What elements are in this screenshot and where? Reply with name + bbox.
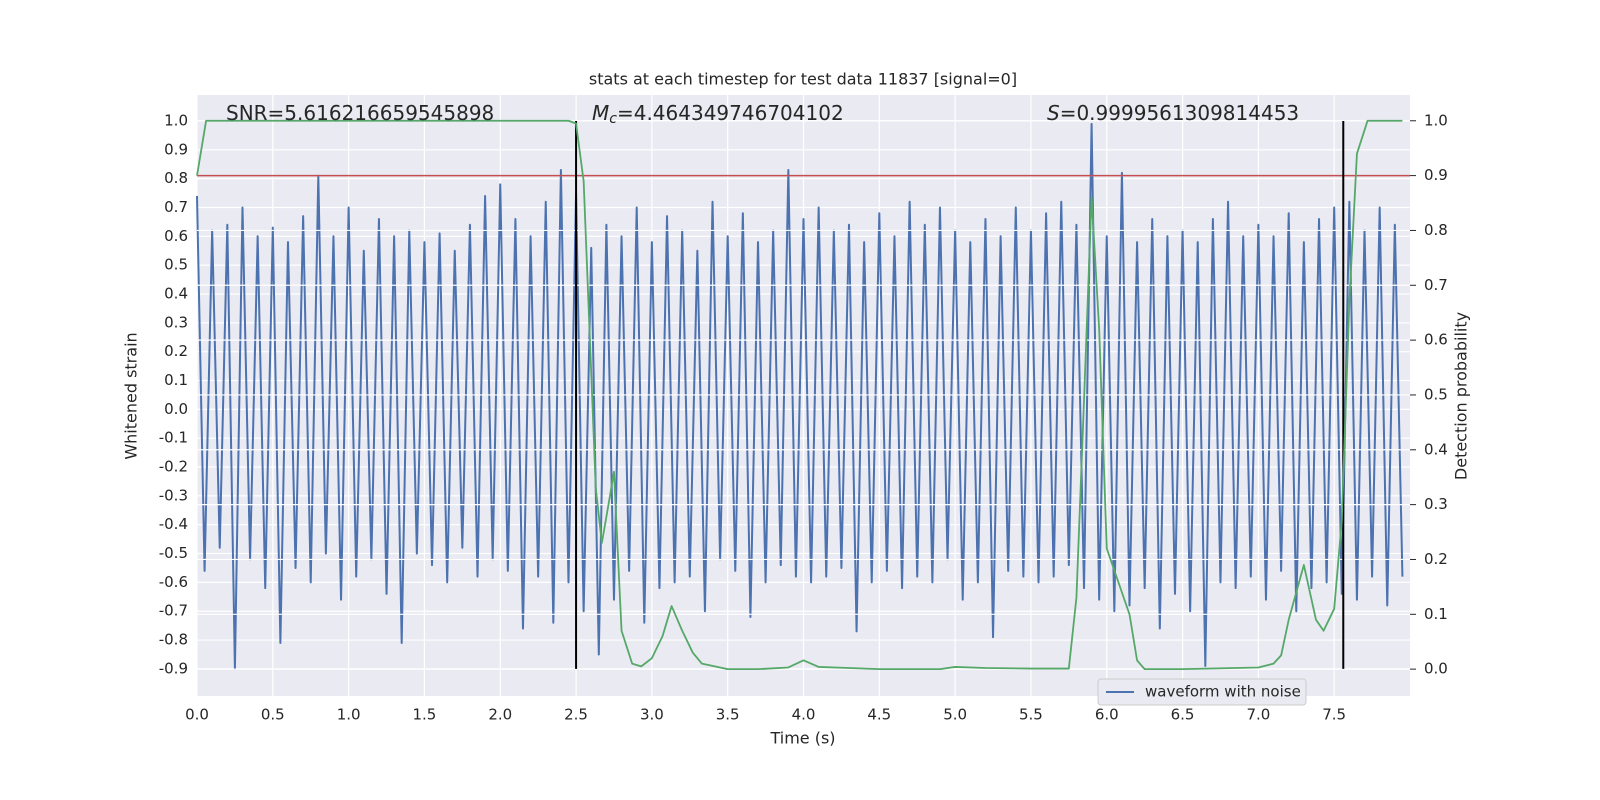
annotation-part: SNR=5.616216659545898	[226, 101, 494, 125]
y-tick-label: -0.2	[159, 458, 188, 476]
legend-box	[1097, 678, 1307, 706]
y-tick-label: -0.8	[159, 631, 188, 649]
x-tick-label: 3.5	[716, 706, 740, 724]
y-tick-label: 0.3	[164, 313, 188, 331]
y-tick-label: -0.1	[159, 429, 188, 447]
x-tick-label: 6.5	[1171, 706, 1195, 724]
annotation-part: M	[592, 101, 609, 125]
y-tick-label: 0.0	[164, 400, 188, 418]
y-tick-label: -0.5	[159, 544, 188, 562]
x-tick-label: 1.5	[413, 706, 437, 724]
y2-tick-label: 1.0	[1424, 111, 1448, 129]
y-tick-label: -0.7	[159, 602, 188, 620]
x-tick-label: 7.5	[1322, 706, 1346, 724]
annotation-part: =0.9999561309814453	[1060, 101, 1299, 125]
y2-tick-label: 0.6	[1424, 331, 1448, 349]
x-tick-label: 0.5	[261, 706, 285, 724]
y-tick-label: -0.6	[159, 573, 188, 591]
x-tick-label: 5.5	[1019, 706, 1043, 724]
y-tick-label: -0.4	[159, 515, 188, 533]
y-tick-label: 0.2	[164, 342, 188, 360]
legend-label: waveform with noise	[1145, 683, 1301, 701]
y2-tick-label: 0.1	[1424, 605, 1448, 623]
annotation-part: S	[1047, 101, 1060, 125]
y-tick-label: -0.3	[159, 486, 188, 504]
y-tick-label: -0.9	[159, 659, 188, 677]
y2-tick-label: 0.0	[1424, 660, 1448, 678]
x-tick-label: 1.0	[337, 706, 361, 724]
y-tick-label: 1.0	[164, 111, 188, 129]
x-tick-label: 0.0	[185, 706, 209, 724]
annotation: SNR=5.616216659545898	[226, 101, 494, 125]
probability-line	[196, 119, 1403, 671]
x-axis-label: Time (s)	[769, 729, 835, 748]
x-tick-label: 4.0	[792, 706, 816, 724]
x-tick-label: 2.0	[488, 706, 512, 724]
y2-tick-label: 0.8	[1424, 221, 1448, 239]
y-tick-label: 0.9	[164, 140, 188, 158]
x-tick-label: 4.5	[867, 706, 891, 724]
x-tick-label: 7.0	[1246, 706, 1270, 724]
y-tick-label: 0.5	[164, 256, 188, 274]
y-tick-label: 0.8	[164, 169, 188, 187]
waveform-line	[196, 122, 1404, 670]
y2-tick-label: 0.7	[1424, 276, 1448, 294]
chart-title: stats at each timestep for test data 118…	[589, 70, 1017, 89]
y2-tick-label: 0.3	[1424, 495, 1448, 513]
annotation: Mc=4.464349746704102	[592, 101, 844, 128]
x-tick-label: 3.0	[640, 706, 664, 724]
x-tick-label: 2.5	[564, 706, 588, 724]
y2-tick-label: 0.9	[1424, 166, 1448, 184]
annotation-part: =4.464349746704102	[617, 101, 844, 125]
y-tick-label: 0.1	[164, 371, 188, 389]
annotation-part: c	[609, 111, 617, 127]
y-tick-label: 0.7	[164, 198, 188, 216]
x-tick-label: 6.0	[1095, 706, 1119, 724]
x-tick-label: 5.0	[943, 706, 967, 724]
annotation: S=0.9999561309814453	[1047, 101, 1299, 125]
y-tick-label: 0.4	[164, 284, 188, 302]
y2-tick-label: 0.2	[1424, 550, 1448, 568]
y-axis-label: Whitened strain	[122, 332, 141, 459]
y2-tick-label: 0.5	[1424, 385, 1448, 403]
y2-axis-label: Detection probability	[1452, 312, 1471, 480]
y-tick-label: 0.6	[164, 227, 188, 245]
y2-tick-label: 0.4	[1424, 440, 1448, 458]
